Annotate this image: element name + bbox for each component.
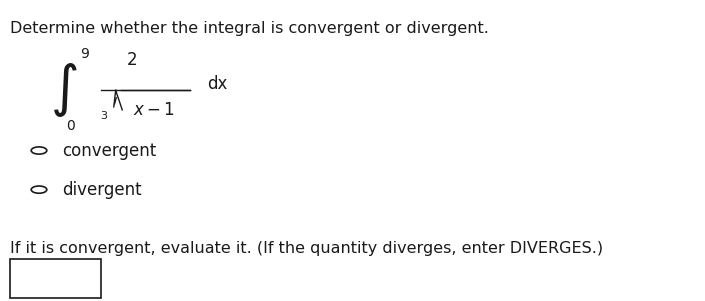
Text: $\int$: $\int$ xyxy=(50,61,78,119)
Text: 0: 0 xyxy=(66,119,75,133)
FancyBboxPatch shape xyxy=(10,259,101,298)
Text: If it is convergent, evaluate it. (If the quantity diverges, enter DIVERGES.): If it is convergent, evaluate it. (If th… xyxy=(10,241,603,256)
Text: Determine whether the integral is convergent or divergent.: Determine whether the integral is conver… xyxy=(10,21,489,36)
Text: 2: 2 xyxy=(127,51,137,69)
Text: convergent: convergent xyxy=(62,141,156,160)
Text: 3: 3 xyxy=(101,111,107,121)
Text: $x-1$: $x-1$ xyxy=(133,101,174,119)
Text: 9: 9 xyxy=(80,47,89,61)
Text: divergent: divergent xyxy=(62,181,142,199)
Text: dx: dx xyxy=(207,75,227,93)
